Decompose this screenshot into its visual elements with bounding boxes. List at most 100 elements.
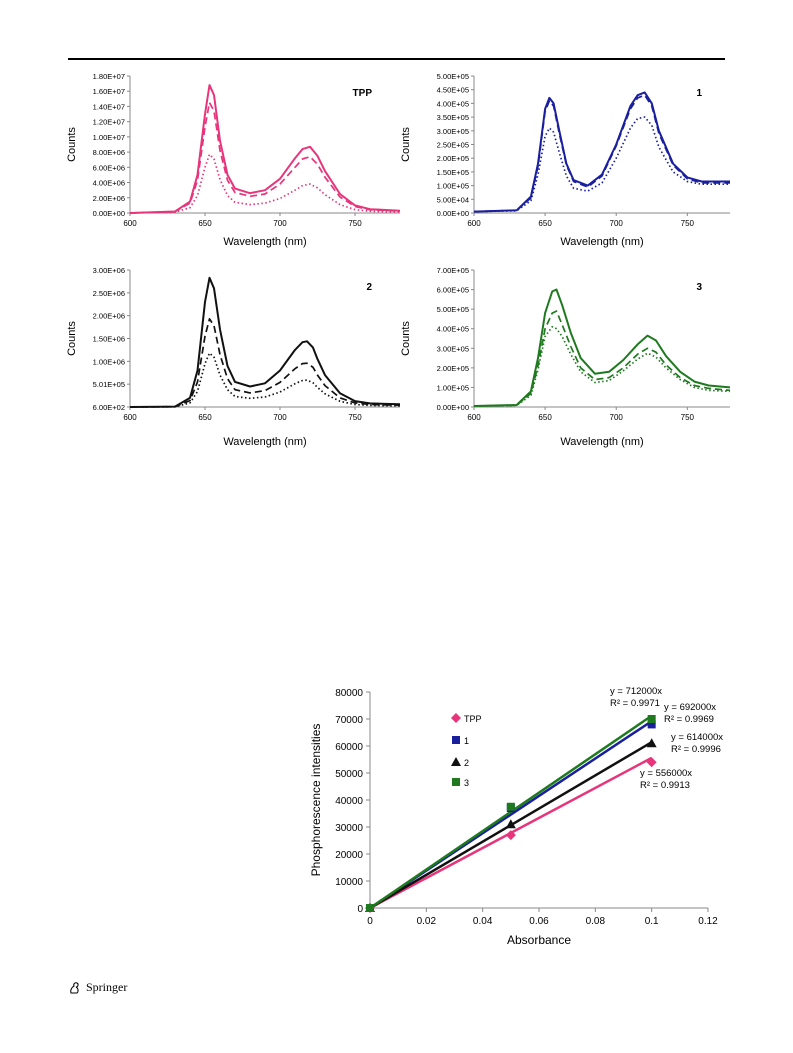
data-point-1 [647,720,656,729]
y-tick-label: 80000 [335,688,363,699]
x-tick-label: 700 [273,413,287,422]
x-axis-title: Wavelength (nm) [223,436,306,448]
spectrum-chart-2: 6.00E+02 5.01E+05 1.00E+06 1.50E+06 2.00E+06… [66,260,400,450]
spectrum-line-dashed [473,94,730,213]
y-tick-label: 2.50E+05 [437,141,469,150]
spectrum-line-dashed [129,318,400,408]
data-point-3 [506,802,515,811]
y-tick-label: 1.40E+07 [93,102,125,111]
x-tick-label: 700 [610,219,624,228]
trendline-equation: y = 556000x [640,768,692,779]
publisher-footer: Springer [68,980,127,995]
y-tick-label: 0 [357,904,363,915]
trendline-equation: y = 614000x [671,732,723,743]
y-tick-label: 3.00E+05 [437,127,469,136]
y-axis-title: Counts [66,321,78,356]
legend-label: TPP [464,714,482,724]
spectrum-chart-3: 0.00E+00 1.00E+05 2.00E+05 3.00E+05 4.00E+05… [400,260,730,450]
y-tick-label: 0.00E+00 [93,209,125,218]
x-tick-label: 750 [348,219,362,228]
x-tick-label: 650 [198,413,212,422]
y-tick-label: 1.50E+05 [437,168,469,177]
y-axis-title: Counts [400,321,412,356]
y-tick-label: 6.00E+06 [93,163,125,172]
x-tick-label: 0.08 [586,916,606,927]
y-tick-label: 0.00E+00 [437,403,469,412]
x-axis-title: Wavelength (nm) [560,236,643,248]
y-tick-label: 1.00E+05 [437,383,469,392]
y-axis-title: Phosphorescence intensities [309,724,323,877]
springer-logo-icon [70,981,79,993]
y-tick-label: 1.20E+07 [93,118,125,127]
legend-label: 1 [464,736,469,746]
x-tick-label: 0.12 [698,916,718,927]
spectrum-line-dotted [129,153,400,214]
legend-label: 3 [464,778,469,788]
y-tick-label: 4.50E+05 [437,86,469,95]
y-tick-label: 4.00E+06 [93,179,125,188]
data-point-tpp [505,830,516,841]
spectrum-line-solid [129,84,400,214]
y-tick-label: 30000 [335,823,363,834]
y-tick-label: 1.60E+07 [93,87,125,96]
y-tick-label: 3.50E+05 [437,113,469,122]
x-tick-label: 600 [123,413,137,422]
y-tick-label: 5.00E+05 [437,72,469,81]
y-tick-label: 1.50E+06 [93,335,125,344]
y-tick-label: 2.00E+06 [93,194,125,203]
y-tick-label: 2.50E+06 [93,289,125,298]
trendline-r2: R² = 0.9969 [664,714,714,725]
spectrum-chart-tpp: 0.00E+00 2.00E+06 4.00E+06 6.00E+06 8.00E+06… [66,66,400,250]
x-axis-title: Absorbance [507,933,571,947]
y-tick-label: 1.00E+07 [93,133,125,142]
x-tick-label: 600 [123,219,137,228]
spectrum-line-dashed [129,101,400,214]
x-tick-label: 700 [610,413,624,422]
x-tick-label: 650 [538,219,552,228]
y-tick-label: 5.00E+04 [437,195,469,204]
chart-compound-label: TPP [353,88,373,99]
legend-marker-2 [451,757,461,766]
y-tick-label: 3.00E+05 [437,344,469,353]
y-tick-label: 4.00E+05 [437,99,469,108]
y-tick-label: 4.00E+05 [437,325,469,334]
data-point-2 [505,819,516,829]
trendline-r2: R² = 0.9996 [671,744,721,755]
x-tick-label: 750 [348,413,362,422]
legend-marker-tpp [451,713,461,723]
x-tick-label: 650 [198,219,212,228]
x-tick-label: 600 [467,413,481,422]
y-tick-label: 6.00E+02 [93,403,125,412]
spectrum-line-dotted [129,352,400,408]
y-tick-label: 70000 [335,715,363,726]
phosphorescence-regression-chart: 0 10000 20000 30000 40000 50000 60000 70000 8000… [300,680,730,955]
y-tick-label: 10000 [335,877,363,888]
trendline-equation: y = 692000x [664,702,716,713]
data-point-tpp [646,757,657,768]
legend-label: 2 [464,758,469,768]
trendline-equation: y = 712000x [610,686,662,697]
y-tick-label: 2.00E+06 [93,312,125,321]
data-point-3 [647,715,656,723]
y-axis-title: Counts [66,127,78,162]
y-tick-label: 20000 [335,850,363,861]
y-tick-label: 1.00E+05 [437,182,469,191]
x-tick-label: 650 [538,413,552,422]
x-tick-label: 750 [681,413,695,422]
y-tick-label: 7.00E+05 [437,266,469,275]
x-axis-title: Wavelength (nm) [223,236,306,248]
spectrum-line-solid [473,91,730,213]
y-tick-label: 0.00E+00 [437,209,469,218]
y-tick-label: 50000 [335,769,363,780]
chart-compound-label: 3 [696,282,702,293]
trendline-r2: R² = 0.9971 [610,698,660,709]
y-tick-label: 5.01E+05 [93,380,125,389]
y-tick-label: 1.80E+07 [93,72,125,81]
x-tick-label: 0.06 [529,916,549,927]
spectrum-line-solid [129,276,400,408]
x-tick-label: 0 [367,916,373,927]
y-tick-label: 40000 [335,796,363,807]
data-point-2 [646,738,657,748]
x-axis-title: Wavelength (nm) [560,436,643,448]
spectrum-line-dotted [473,325,730,407]
